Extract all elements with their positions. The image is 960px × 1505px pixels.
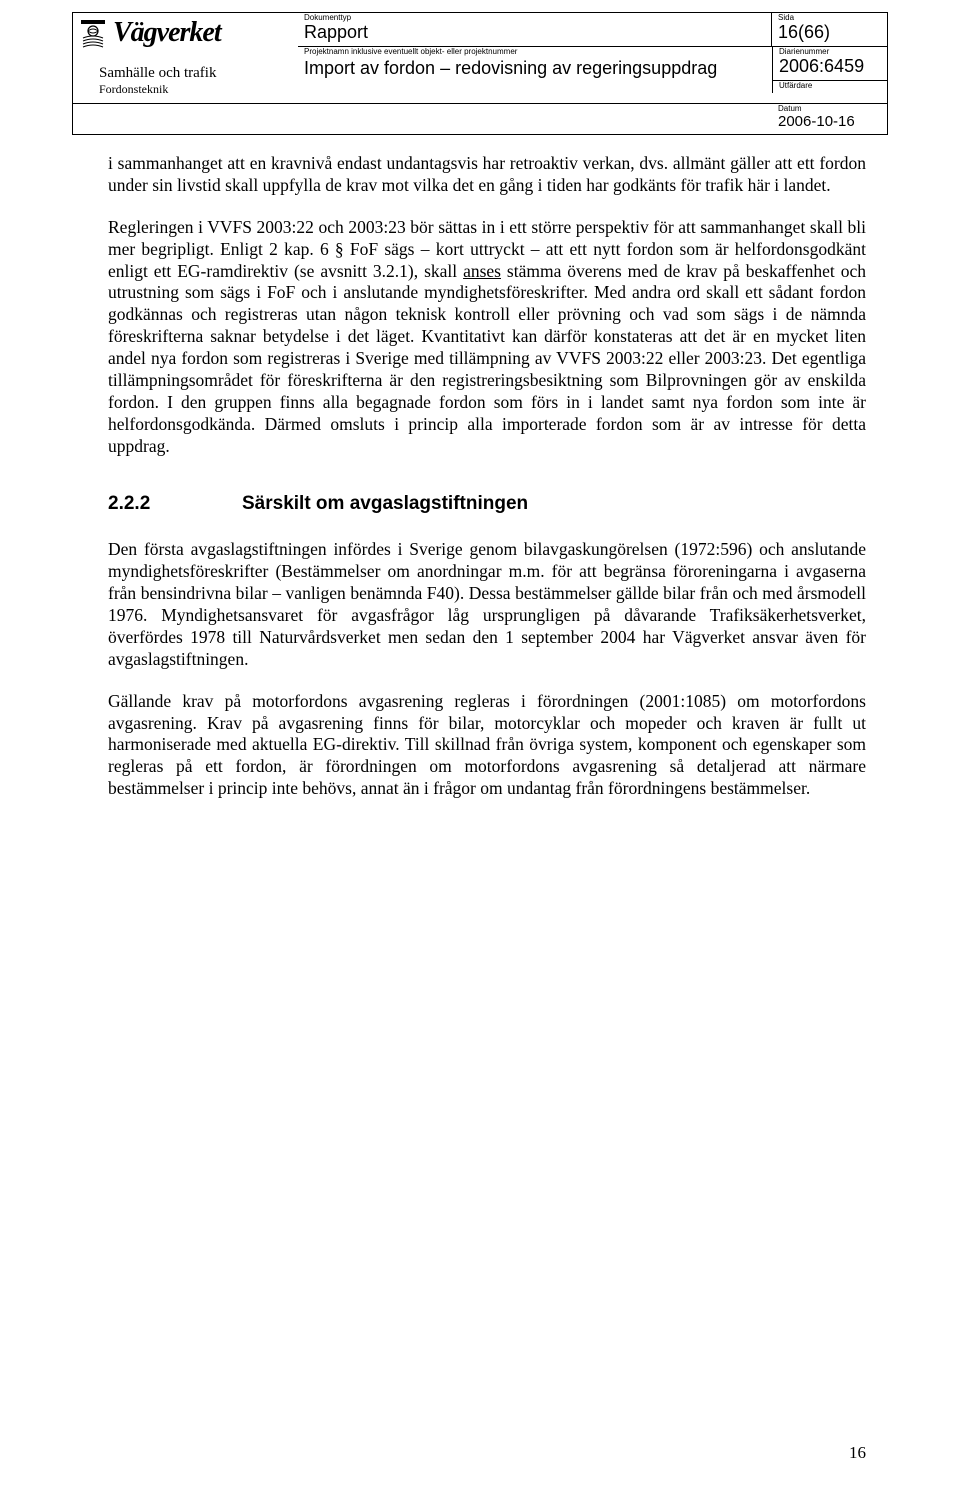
header-left-cell: Vägverket Samhälle och trafik Fordonstek… — [73, 13, 298, 103]
diarienummer-label: Diarienummer — [779, 48, 881, 56]
dokumenttyp-label: Dokumenttyp — [304, 14, 765, 22]
header-right-stack: Diarienummer 2006:6459 Utfärdare — [772, 47, 887, 93]
header-bottom-row: Datum 2006-10-16 — [73, 104, 887, 134]
header-mid: Dokumenttyp Rapport Sida 16(66) Projektn… — [298, 13, 887, 103]
dokumenttyp-value: Rapport — [304, 22, 765, 43]
section-number: 2.2.2 — [108, 493, 242, 515]
p2-span-underline: anses — [463, 261, 501, 281]
utfardare-cell: Utfärdare — [773, 81, 887, 93]
diarienummer-value: 2006:6459 — [779, 56, 881, 77]
utfardare-label: Utfärdare — [779, 82, 881, 90]
projektnamn-value: Import av fordon – redovisning av regeri… — [304, 56, 766, 88]
section-title: Särskilt om avgaslagstiftningen — [242, 493, 528, 514]
datum-value: 2006-10-16 — [778, 113, 881, 130]
datum-label: Datum — [778, 105, 881, 113]
logo-text: Vägverket — [113, 17, 221, 49]
page-number: 16 — [849, 1443, 866, 1463]
body-text-block-1: i sammanhanget att en kravnivå endast un… — [108, 153, 866, 457]
p2-span-b: stämma överens med de krav på beskaffenh… — [108, 261, 866, 456]
paragraph-1: i sammanhanget att en kravnivå endast un… — [108, 153, 866, 197]
sida-label: Sida — [778, 14, 881, 22]
body-text-block-2: Den första avgaslagstiftningen infördes … — [108, 539, 866, 800]
diarienummer-cell: Diarienummer 2006:6459 — [773, 47, 887, 81]
projektnamn-label: Projektnamn inklusive eventuellt objekt-… — [304, 48, 766, 56]
section-heading: 2.2.2Särskilt om avgaslagstiftningen — [108, 493, 866, 515]
header-top-row: Vägverket Samhälle och trafik Fordonstek… — [73, 13, 887, 104]
projektnamn-cell: Projektnamn inklusive eventuellt objekt-… — [298, 47, 772, 93]
logo-row: Vägverket — [79, 17, 292, 49]
sida-value: 16(66) — [778, 22, 881, 43]
paragraph-2: Regleringen i VVFS 2003:22 och 2003:23 b… — [108, 217, 866, 458]
document-header: Vägverket Samhälle och trafik Fordonstek… — [72, 12, 888, 135]
sida-cell: Sida 16(66) — [772, 13, 887, 46]
subunit-line-2: Fordonsteknik — [79, 82, 292, 97]
dokumenttyp-cell: Dokumenttyp Rapport — [298, 13, 772, 46]
paragraph-4: Gällande krav på motorfordons avgasrenin… — [108, 691, 866, 800]
vagverket-logo-icon — [79, 18, 107, 48]
subunit-line-1: Samhälle och trafik — [79, 65, 292, 82]
datum-cell: Datum 2006-10-16 — [772, 104, 887, 134]
paragraph-3: Den första avgaslagstiftningen infördes … — [108, 539, 866, 670]
header-row-2: Projektnamn inklusive eventuellt objekt-… — [298, 47, 887, 93]
header-row-1: Dokumenttyp Rapport Sida 16(66) — [298, 13, 887, 47]
